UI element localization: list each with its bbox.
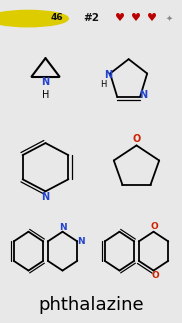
Text: O: O: [132, 134, 141, 144]
Text: O: O: [151, 271, 159, 280]
Text: ♥: ♥: [131, 13, 141, 23]
Text: N: N: [104, 70, 113, 80]
Text: #2: #2: [83, 13, 99, 23]
Text: ✦: ✦: [166, 13, 173, 22]
Text: H: H: [100, 80, 106, 89]
Text: N: N: [78, 237, 85, 246]
Text: 46: 46: [51, 13, 64, 22]
Text: ♥: ♥: [115, 13, 125, 23]
Text: N: N: [139, 90, 147, 100]
Circle shape: [0, 10, 68, 27]
Text: N: N: [59, 223, 66, 232]
Text: H: H: [42, 90, 49, 100]
Text: ♥: ♥: [147, 13, 157, 23]
Text: N: N: [41, 77, 50, 87]
Text: N: N: [41, 193, 50, 203]
Text: O: O: [150, 222, 158, 231]
Text: phthalazine: phthalazine: [38, 296, 144, 314]
